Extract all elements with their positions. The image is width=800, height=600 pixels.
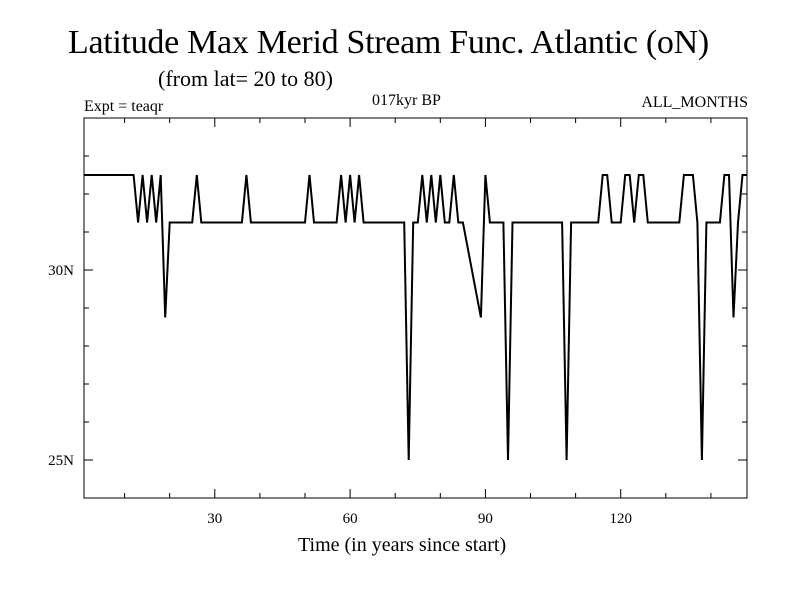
- series-line: [84, 174, 747, 461]
- x-tick-label: 90: [478, 511, 493, 527]
- plot-frame: [83, 117, 748, 499]
- era-label: 017kyr BP: [372, 92, 441, 109]
- x-tick-label: 30: [207, 511, 222, 527]
- y-tick-label: 30N: [48, 263, 74, 279]
- chart-subtitle: (from lat= 20 to 80): [158, 66, 333, 91]
- x-axis-label: Time (in years since start): [298, 534, 507, 556]
- experiment-label: Expt = teaqr: [84, 98, 164, 115]
- months-label: ALL_MONTHS: [641, 94, 748, 111]
- x-tick-label: 60: [343, 511, 358, 527]
- x-tick-label: 120: [609, 511, 632, 527]
- y-tick-label: 25N: [48, 453, 74, 469]
- chart-title: Latitude Max Merid Stream Func. Atlantic…: [68, 24, 709, 61]
